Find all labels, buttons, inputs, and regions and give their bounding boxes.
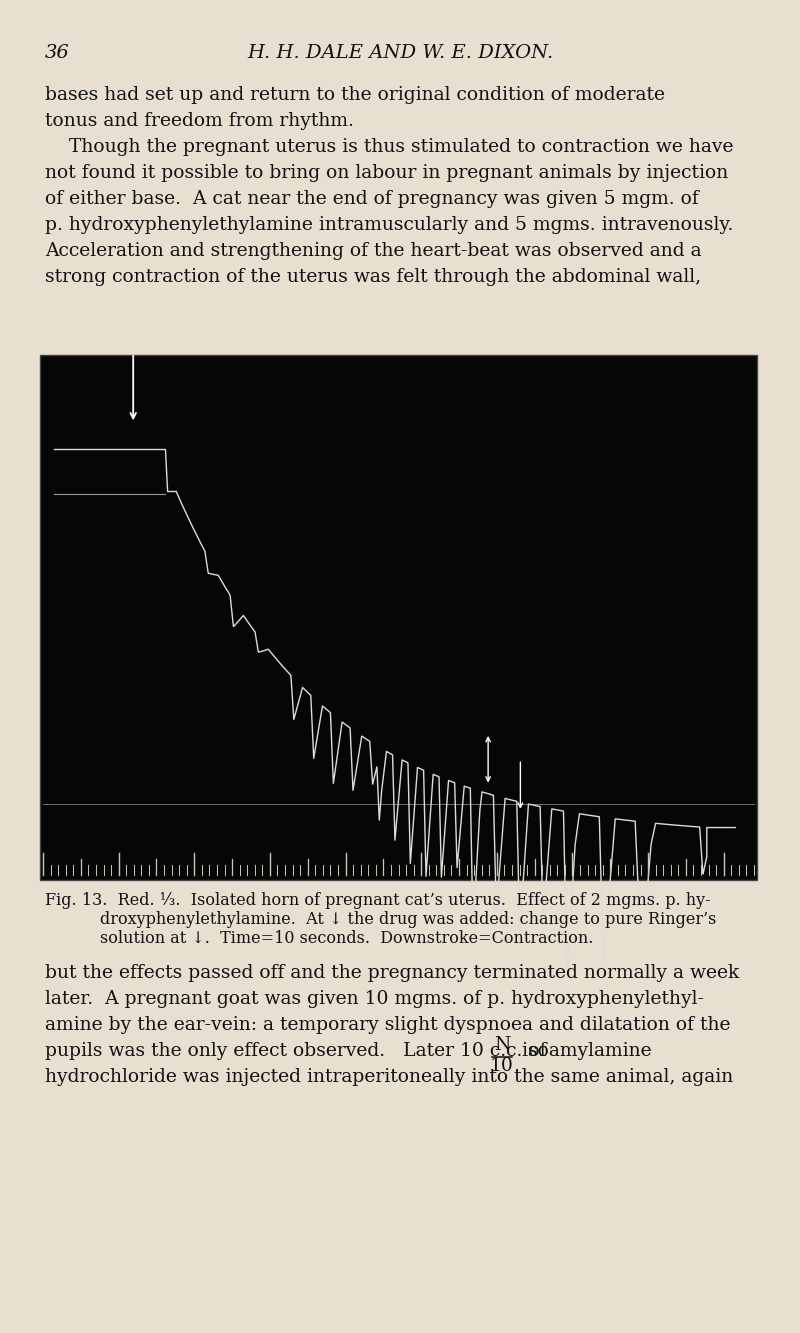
Text: Fig. 13.  Red. ⅓.  Isolated horn of pregnant cat’s uterus.  Effect of 2 mgms. p.: Fig. 13. Red. ⅓. Isolated horn of pregna… <box>45 892 710 909</box>
Text: not found it possible to bring on labour in pregnant animals by injection: not found it possible to bring on labour… <box>45 164 728 183</box>
Text: Acceleration and strengthening of the heart-beat was observed and a: Acceleration and strengthening of the he… <box>45 243 702 260</box>
Text: p. hydroxyphenylethylamine intramuscularly and 5 mgms. intravenously.: p. hydroxyphenylethylamine intramuscular… <box>45 216 734 235</box>
Bar <box>40 355 757 880</box>
Text: solution at ↓.  Time=10 seconds.  Downstroke=Contraction.: solution at ↓. Time=10 seconds. Downstro… <box>100 930 594 946</box>
Text: H. H. DALE AND W. E. DIXON.: H. H. DALE AND W. E. DIXON. <box>247 44 553 63</box>
Text: droxyphenylethylamine.  At ↓ the drug was added: change to pure Ringer’s: droxyphenylethylamine. At ↓ the drug was… <box>100 910 716 928</box>
Text: strong contraction of the uterus was felt through the abdominal wall,: strong contraction of the uterus was fel… <box>45 268 701 287</box>
Text: pupils was the only effect observed.   Later 10 c.c. of: pupils was the only effect observed. Lat… <box>45 1042 546 1060</box>
Text: N: N <box>494 1036 510 1054</box>
Text: amine by the ear-vein: a temporary slight dyspnoea and dilatation of the: amine by the ear-vein: a temporary sligh… <box>45 1016 730 1034</box>
Text: later.  A pregnant goat was given 10 mgms. of p. hydroxyphenylethyl-: later. A pregnant goat was given 10 mgms… <box>45 990 704 1008</box>
Text: tonus and freedom from rhythm.: tonus and freedom from rhythm. <box>45 112 354 131</box>
Text: bases had set up and return to the original condition of moderate: bases had set up and return to the origi… <box>45 87 665 104</box>
Text: of either base.  A cat near the end of pregnancy was given 5 mgm. of: of either base. A cat near the end of pr… <box>45 191 698 208</box>
Text: isoamylamine: isoamylamine <box>516 1042 652 1060</box>
Text: but the effects passed off and the pregnancy terminated normally a week: but the effects passed off and the pregn… <box>45 964 739 982</box>
Text: 36: 36 <box>45 44 70 63</box>
Text: Though the pregnant uterus is thus stimulated to contraction we have: Though the pregnant uterus is thus stimu… <box>45 139 734 156</box>
Text: hydrochloride was injected intraperitoneally into the same animal, again: hydrochloride was injected intraperitone… <box>45 1068 734 1086</box>
Text: 10: 10 <box>490 1057 514 1074</box>
